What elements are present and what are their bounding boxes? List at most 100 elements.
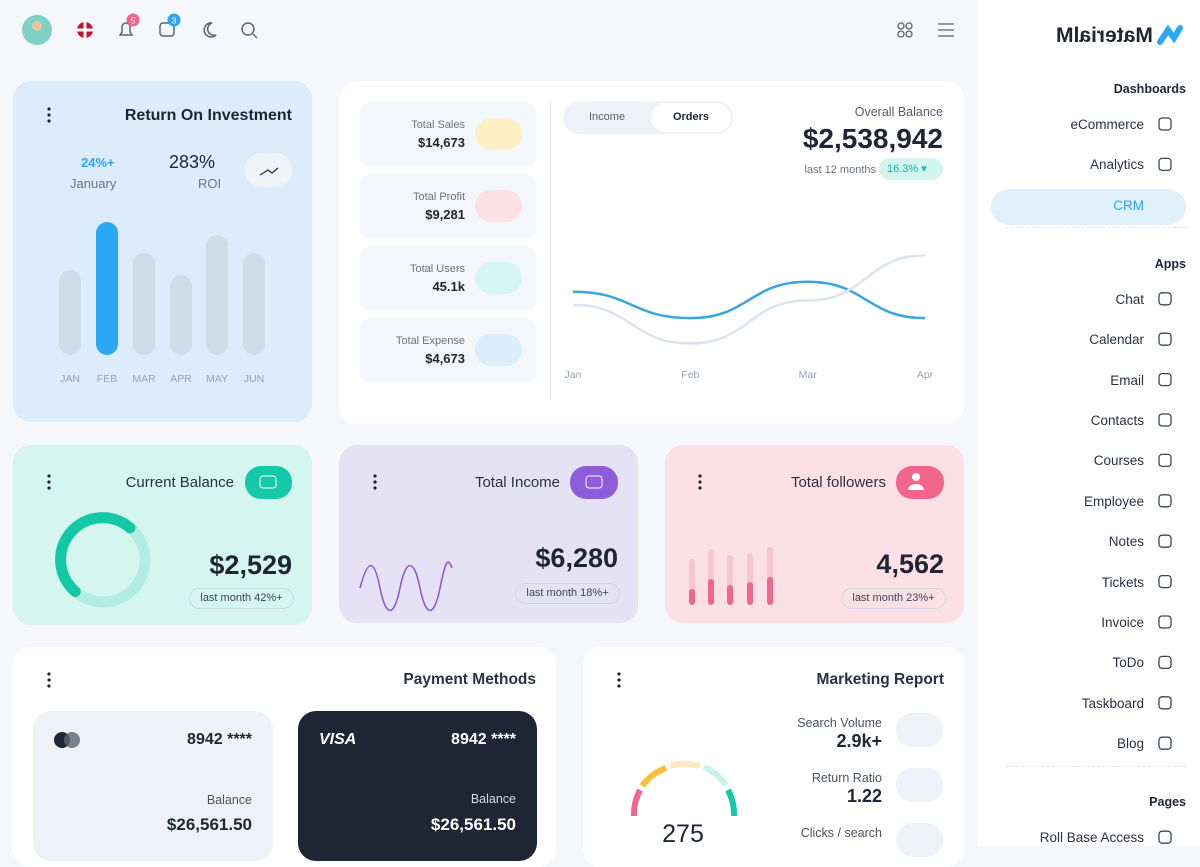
note: last month 18%+: [515, 583, 620, 604]
payment-card: Payment Methods 8942 **** Balance $26,56…: [13, 647, 556, 867]
nav-item[interactable]: Contacts: [1090, 413, 1144, 428]
value: $6,280: [535, 543, 618, 573]
card-balance: $26,561.50: [166, 815, 252, 834]
nav-item[interactable]: eCommerce: [1070, 117, 1144, 132]
nav-item[interactable]: Email: [1110, 372, 1144, 388]
tab[interactable]: Income: [588, 111, 626, 123]
roi-card: Return On Investment 24%+ January 283% R…: [13, 81, 312, 422]
nav-icon: [1158, 157, 1172, 172]
value: 4,562: [876, 549, 944, 579]
card-title: Marketing Report: [816, 671, 944, 688]
period: last 12 months: [804, 164, 876, 176]
stat-icon: [475, 190, 522, 222]
nav-icon: [1158, 534, 1172, 548]
stat: Total Profit $9,281: [360, 174, 536, 238]
nav-icon: [1158, 494, 1172, 508]
card-title: Return On Investment: [124, 107, 292, 124]
divider: [1006, 227, 1186, 229]
divider: [1006, 765, 1186, 767]
metric-label: Clicks / search: [800, 826, 882, 840]
roi-change: 24%+: [81, 155, 115, 170]
nav-icon: [1158, 117, 1172, 131]
nav-item[interactable]: Chat: [1115, 291, 1144, 307]
nav-icon: [1158, 830, 1172, 844]
nav-item[interactable]: Blog: [1116, 736, 1144, 752]
metric-icon: [896, 768, 943, 802]
nav-item[interactable]: Roll Base Access: [1039, 830, 1144, 846]
stat-label: Total Sales: [411, 119, 465, 131]
tab[interactable]: Orders: [672, 111, 710, 123]
balance: $2,538,942: [802, 123, 943, 154]
metric-label: Return Ratio: [811, 771, 882, 785]
stat-value: 45.1k: [432, 279, 465, 294]
value: $2,529: [209, 550, 292, 580]
roi-label: ROI: [198, 176, 222, 191]
roi-month: January: [70, 176, 117, 191]
nav-icon: [1158, 696, 1172, 710]
nav-item[interactable]: Employee: [1083, 493, 1144, 509]
balance-label: Overall Balance: [854, 105, 943, 119]
stat: Total Expense $4,673: [360, 318, 536, 382]
payment-method[interactable]: 8942 **** Balance $26,561.50: [33, 711, 273, 861]
card-title: Total Income: [474, 474, 560, 491]
nav-icon: [1158, 292, 1172, 306]
section-title: Pages: [1149, 795, 1186, 810]
nav-item[interactable]: Invoice: [1101, 615, 1144, 630]
nav-icon: [1158, 332, 1172, 346]
card-number: 8942 ****: [451, 731, 516, 748]
nav-icon: [1158, 736, 1172, 750]
stat-icon: [475, 118, 522, 150]
nav-icon: [1158, 615, 1172, 629]
nav-item[interactable]: Notes: [1108, 534, 1144, 550]
metric-icon: [896, 713, 943, 747]
change: 16.3%: [887, 163, 919, 175]
section-title: Apps: [1154, 256, 1186, 271]
nav-item[interactable]: Courses: [1093, 453, 1144, 469]
card-title: Current Balance: [125, 474, 234, 491]
gauge-value: 275: [662, 820, 704, 848]
marketing-card: Marketing Report Search Volume 2.9k+ Retur…: [583, 647, 964, 867]
stat-label: Total Profit: [413, 191, 465, 203]
roi-value: 283%: [169, 152, 216, 172]
nav-item[interactable]: CRM: [1113, 197, 1144, 213]
badge-count: 5: [131, 16, 136, 26]
stat-label: Total Expense: [395, 335, 465, 347]
card-number: 8942 ****: [187, 731, 252, 748]
nav-item[interactable]: Taskboard: [1081, 695, 1144, 711]
balance-card: Current Balance $2,529 last month 42%+: [13, 445, 312, 625]
stat: Total Users 45.1k: [360, 246, 536, 310]
tabs: Income Orders: [563, 101, 733, 134]
badge: [167, 13, 181, 27]
metric-label: Search Volume: [797, 716, 882, 730]
brand: MaterialM: [1056, 24, 1153, 47]
income-card: Total Income $6,280 last month 18%+: [339, 445, 638, 623]
card-balance: $26,561.50: [430, 815, 516, 834]
metric-value: 1.22: [846, 786, 882, 806]
card-title: Total followers: [790, 474, 886, 491]
section-title: Dashboards: [1113, 82, 1186, 96]
badge-count: 3: [172, 16, 177, 26]
badge: [126, 13, 140, 27]
note: last month 42%+: [189, 588, 294, 609]
active-bg: [991, 188, 1186, 225]
nav-item[interactable]: Calendar: [1089, 332, 1144, 348]
card-title: Payment Methods: [403, 671, 536, 688]
followers-card: Total followers 4,562 last month 23%+: [665, 445, 964, 623]
balance-label: Balance: [206, 793, 252, 807]
nav-icon: [1158, 574, 1172, 589]
stat-icon: [475, 262, 522, 294]
nav-item[interactable]: Analytics: [1089, 157, 1144, 173]
stat-value: $14,673: [418, 135, 465, 150]
nav-icon: [1158, 372, 1172, 387]
stat-value: $4,673: [425, 351, 465, 366]
change-pill: 16.3% ▾: [879, 158, 943, 180]
stat-value: $9,281: [425, 207, 465, 222]
stat-label: Total Users: [409, 263, 465, 275]
payment-method[interactable]: VISA 8942 **** Balance $26,561.50: [298, 711, 537, 861]
trend-button[interactable]: [245, 153, 292, 187]
card-brand: VISA: [319, 731, 357, 748]
nav-item[interactable]: ToDo: [1112, 655, 1144, 671]
nav-item[interactable]: Tickets: [1101, 574, 1144, 590]
sidebar: MaterialM Dashboards eCommerce Analytics CR…: [978, 0, 1200, 846]
nav-icon: [1158, 413, 1172, 427]
